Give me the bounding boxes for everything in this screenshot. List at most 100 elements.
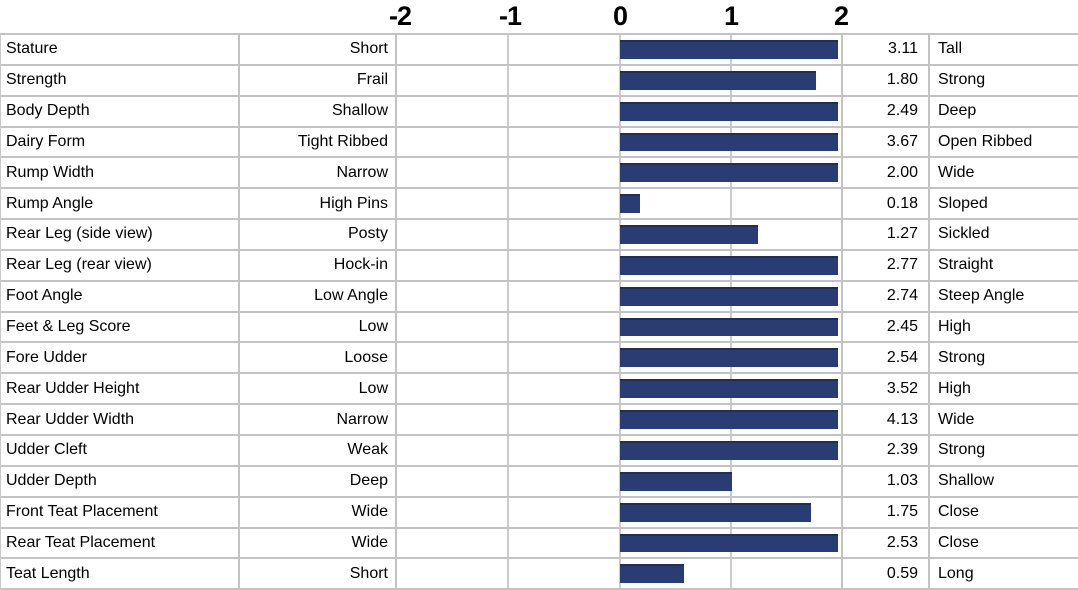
score-bar-cell <box>397 466 843 496</box>
score-value: 1.75 <box>843 497 930 527</box>
score-value: 2.74 <box>843 281 930 311</box>
score-bar <box>620 70 817 90</box>
trait-label: Teat Length <box>1 559 240 589</box>
high-descriptor-label: High <box>938 318 971 336</box>
gridline-minus1 <box>507 374 509 404</box>
score-value: 1.27 <box>843 220 930 249</box>
high-descriptor-label: Open Ribbed <box>938 132 1033 150</box>
score-bar <box>620 286 838 306</box>
low-descriptor-label: Short <box>240 559 397 589</box>
low-descriptor-label: Hock-in <box>240 250 397 280</box>
high-descriptor-label: Sickled <box>938 225 990 243</box>
gridline-minus1 <box>507 220 509 249</box>
score-bar <box>620 163 838 183</box>
score-value: 2.00 <box>843 158 930 188</box>
score-bar <box>620 101 838 121</box>
low-descriptor-label: Tight Ribbed <box>240 127 397 157</box>
score-bar-cell <box>397 65 843 95</box>
axis-header: -2 -1 0 1 2 <box>0 0 1078 33</box>
low-descriptor-label: Narrow <box>240 158 397 188</box>
table-row: Rear Udder Width Narrow 4.13 Wide <box>1 405 1078 436</box>
high-descriptor-label: Deep <box>938 102 977 120</box>
trait-label: Rump Width <box>1 158 240 188</box>
axis-tick-label: -1 <box>498 1 522 31</box>
table-row: Udder Depth Deep 1.03 Shallow <box>1 466 1078 498</box>
high-descriptor-label: Wide <box>938 410 975 428</box>
table-row: Rear Leg (side view) Posty 1.27 Sickled <box>1 220 1078 251</box>
score-bar-cell <box>397 312 843 342</box>
gridline-minus1 <box>507 158 509 188</box>
low-descriptor-label: Posty <box>240 220 397 249</box>
score-bar <box>620 40 838 59</box>
trait-table: Stature Short 3.11 Tall Strength Frail 1… <box>0 33 1078 590</box>
high-descriptor-label: High <box>938 379 971 397</box>
table-row: Rear Teat Placement Wide 2.53 Close <box>1 528 1078 560</box>
trait-label: Rear Udder Width <box>1 405 240 434</box>
score-bar <box>620 132 838 152</box>
low-descriptor-label: Wide <box>240 497 397 527</box>
score-value: 1.80 <box>843 65 930 95</box>
low-descriptor-label: Low <box>240 312 397 342</box>
gridline-minus1 <box>507 127 509 157</box>
score-bar <box>620 564 685 584</box>
low-descriptor-label: High Pins <box>240 189 397 219</box>
table-row: Rump Angle High Pins 0.18 Sloped <box>1 189 1078 221</box>
score-bar <box>620 255 838 275</box>
low-descriptor-label: Short <box>240 35 397 64</box>
high-descriptor-label: Strong <box>938 348 986 366</box>
score-value: 2.39 <box>843 435 930 465</box>
score-bar-cell <box>397 127 843 157</box>
low-descriptor-label: Narrow <box>240 405 397 434</box>
gridline-minus1 <box>507 65 509 95</box>
low-descriptor-label: Loose <box>240 343 397 373</box>
high-descriptor-label: Close <box>938 533 979 551</box>
trait-label: Stature <box>1 35 240 64</box>
high-descriptor-label: Close <box>938 503 979 521</box>
low-descriptor-label: Weak <box>240 435 397 465</box>
trait-label: Udder Depth <box>1 466 240 496</box>
gridline-minus1 <box>507 281 509 311</box>
high-descriptor-label: Wide <box>938 163 975 181</box>
axis-tick-label: 2 <box>833 1 849 31</box>
trait-label: Front Teat Placement <box>1 497 240 527</box>
high-descriptor-label: Strong <box>938 441 986 459</box>
table-row: Front Teat Placement Wide 1.75 Close <box>1 497 1078 529</box>
score-bar <box>620 410 838 429</box>
table-row: Fore Udder Loose 2.54 Strong <box>1 343 1078 375</box>
score-bar-cell <box>397 220 843 249</box>
score-bar <box>620 225 759 244</box>
score-bar <box>620 379 838 399</box>
trait-label: Feet & Leg Score <box>1 312 240 342</box>
table-row: Strength Frail 1.80 Strong <box>1 65 1078 97</box>
score-value: 2.45 <box>843 312 930 342</box>
trait-label: Udder Cleft <box>1 435 240 465</box>
score-bar <box>620 533 838 553</box>
gridline-minus1 <box>507 189 509 219</box>
table-row: Rear Udder Height Low 3.52 High <box>1 374 1078 406</box>
axis-tick-label: -2 <box>388 1 412 31</box>
trait-label: Fore Udder <box>1 343 240 373</box>
score-value: 4.13 <box>843 405 930 434</box>
table-row: Dairy Form Tight Ribbed 3.67 Open Ribbed <box>1 127 1078 159</box>
high-descriptor-label: Strong <box>938 71 986 89</box>
gridline-minus1 <box>507 312 509 342</box>
score-bar-cell <box>397 158 843 188</box>
score-value: 0.59 <box>843 559 930 589</box>
gridline-minus1 <box>507 250 509 280</box>
high-descriptor-label: Sloped <box>938 194 988 212</box>
axis-tick-label: 1 <box>723 1 739 31</box>
score-value: 2.53 <box>843 528 930 558</box>
score-bar-cell <box>397 435 843 465</box>
score-value: 1.03 <box>843 466 930 496</box>
low-descriptor-label: Low <box>240 374 397 404</box>
score-bar-cell <box>397 250 843 280</box>
score-bar-cell <box>397 96 843 126</box>
score-value: 2.49 <box>843 96 930 126</box>
trait-label: Strength <box>1 65 240 95</box>
low-descriptor-label: Wide <box>240 528 397 558</box>
table-row: Foot Angle Low Angle 2.74 Steep Angle <box>1 281 1078 313</box>
trait-label: Rear Leg (rear view) <box>1 250 240 280</box>
gridline-minus1 <box>507 528 509 558</box>
low-descriptor-label: Deep <box>240 466 397 496</box>
